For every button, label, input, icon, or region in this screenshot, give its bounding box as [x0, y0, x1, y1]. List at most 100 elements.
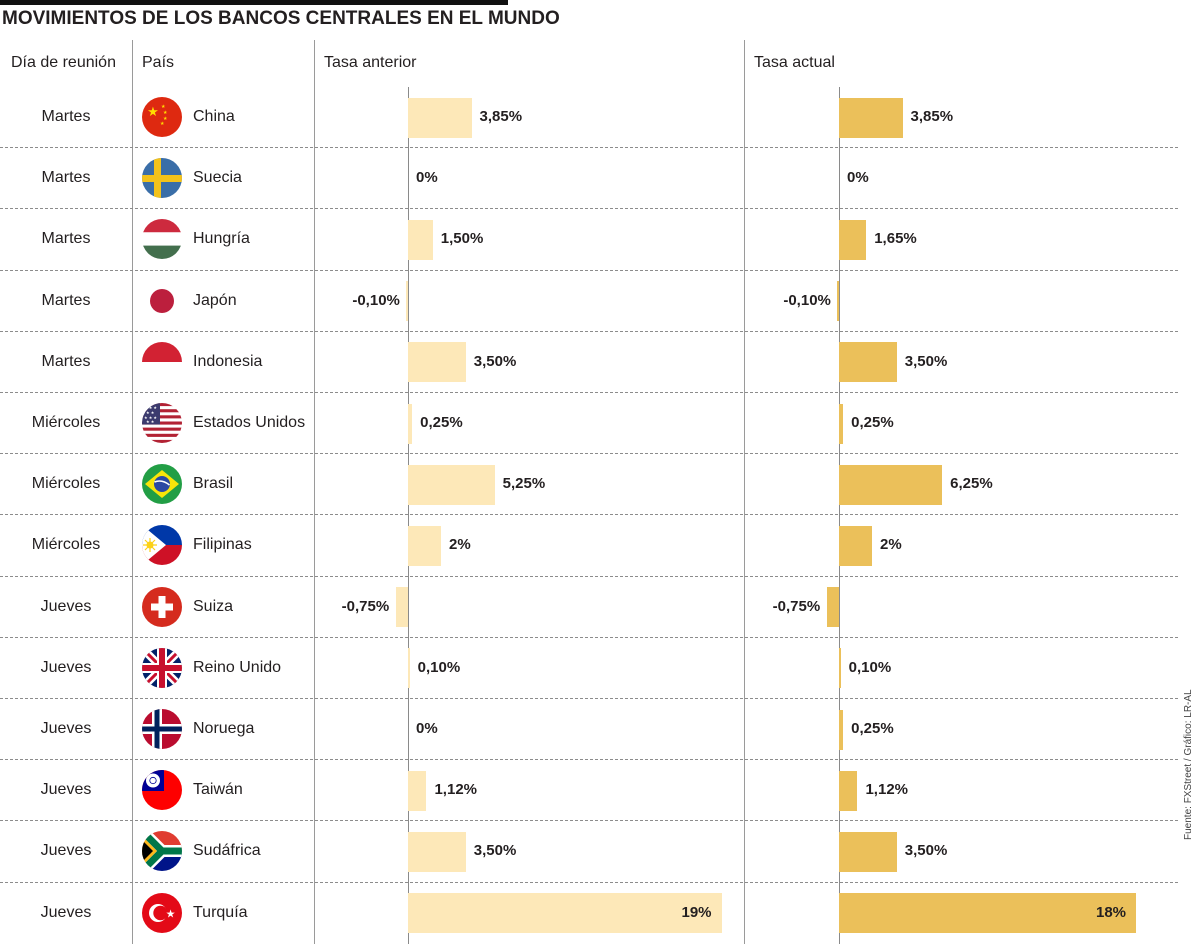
- japan-flag-icon: [142, 280, 182, 321]
- row-separator: [0, 697, 1178, 699]
- philippines-flag-icon: [142, 525, 182, 566]
- curr-rate-label-reino-unido: 0,10%: [848, 658, 892, 676]
- taiwan-flag-icon: [142, 770, 182, 811]
- prev-rate-label-estados-unidos: 0,25%: [420, 414, 463, 431]
- meeting-day: Jueves: [40, 597, 92, 615]
- country-name: China: [193, 108, 235, 125]
- meeting-day: Jueves: [40, 720, 92, 737]
- meeting-day: Miércoles: [31, 475, 101, 493]
- prev-rate-label-hungria: 1,50%: [440, 230, 484, 248]
- country-name: Indonesia: [193, 352, 263, 370]
- rate-row-estados-unidos: Miércoles ★ ★ ★ ★ ★ ★ ★ ★ ★ ★ Estados Unidos 0…: [0, 393, 1178, 455]
- curr-rate-bar-brasil: [839, 464, 943, 505]
- country-name: Estados Unidos: [193, 414, 306, 431]
- meeting-day: Jueves: [40, 842, 92, 860]
- prev-rate-label-suecia: 0%: [416, 169, 438, 187]
- curr-rate-bar-noruega: [839, 709, 844, 750]
- country-name: Sudáfrica: [193, 842, 261, 860]
- brazil-flag-icon: [142, 464, 182, 505]
- column-divider-rates: [744, 40, 745, 944]
- row-separator: [0, 575, 1178, 577]
- meeting-day: Martes: [41, 352, 91, 370]
- header-curr-rate: Tasa actual: [754, 54, 835, 71]
- curr-rate-label-sudafrica: 3,50%: [904, 842, 948, 860]
- row-separator: [0, 391, 1178, 393]
- curr-rate-label-estados-unidos: 0,25%: [851, 414, 894, 431]
- meeting-day: Martes: [41, 230, 91, 248]
- prev-rate-bar-hungria: [408, 219, 433, 260]
- curr-rate-bar-suiza: [826, 587, 839, 628]
- chart-title: MOVIMIENTOS DE LOS BANCOS CENTRALES EN E…: [2, 8, 560, 29]
- rate-row-japon: Martes Japón -0,10% -0,10%: [0, 270, 1178, 332]
- curr-rate-bar-turquia: [839, 893, 1136, 934]
- title-rule: [0, 0, 508, 5]
- row-separator: [0, 881, 1178, 883]
- prev-rate-label-china: 3,85%: [479, 108, 523, 125]
- rate-row-indonesia: Martes Indonesia 3,50% 3,50%: [0, 331, 1178, 393]
- column-divider-day: [132, 40, 133, 944]
- country-name: Suecia: [193, 169, 242, 187]
- svg-text:★ ★: ★ ★: [146, 410, 155, 415]
- prev-rate-bar-china: [408, 97, 472, 138]
- country-name: Filipinas: [193, 536, 252, 554]
- rate-row-suecia: Martes Suecia 0% 0%: [0, 148, 1178, 210]
- curr-rate-bar-china: [839, 97, 903, 138]
- indonesia-flag-icon: [142, 341, 182, 382]
- country-name: Suiza: [193, 597, 234, 615]
- curr-rate-label-noruega: 0,25%: [851, 720, 894, 737]
- rate-row-turquia: Jueves ★ Turquía 19% 18%: [0, 882, 1178, 944]
- rate-row-suiza: Jueves Suiza -0,75% -0,75%: [0, 576, 1178, 638]
- rate-row-filipinas: Miércoles Filipinas 2% 2%: [0, 515, 1178, 577]
- curr-rate-label-japon: -0,10%: [783, 291, 831, 309]
- prev-rate-bar-estados-unidos: [408, 403, 413, 444]
- country-name: Taiwán: [193, 781, 243, 799]
- curr-zero-axis: [839, 576, 840, 638]
- hungary-flag-icon: [142, 219, 182, 260]
- prev-rate-label-taiwan: 1,12%: [434, 781, 478, 799]
- row-separator: [0, 453, 1178, 455]
- curr-rate-bar-hungria: [839, 219, 867, 260]
- country-name: Brasil: [193, 475, 234, 493]
- column-divider-country: [314, 40, 315, 944]
- curr-rate-bar-sudafrica: [839, 831, 897, 872]
- header-prev-rate: Tasa anterior: [324, 54, 417, 71]
- rate-row-brasil: Miércoles Brasil 5,25% 6,25%: [0, 454, 1178, 516]
- prev-zero-axis: [408, 148, 409, 210]
- svg-text:★ ★ ★: ★ ★ ★: [144, 405, 157, 410]
- prev-rate-label-indonesia: 3,50%: [473, 352, 517, 370]
- svg-text:★: ★: [147, 104, 159, 119]
- prev-rate-label-suiza: -0,75%: [341, 597, 390, 615]
- svg-text:★: ★: [160, 121, 165, 127]
- curr-rate-label-brasil: 6,25%: [950, 475, 993, 493]
- curr-rate-label-indonesia: 3,50%: [904, 352, 948, 370]
- row-separator: [0, 820, 1178, 822]
- prev-rate-label-turquia: 19%: [681, 903, 712, 921]
- meeting-day: Miércoles: [31, 536, 101, 554]
- south-africa-flag-icon: [142, 831, 182, 872]
- meeting-day: Martes: [41, 108, 91, 125]
- country-name: Noruega: [193, 720, 255, 737]
- rate-row-china: Martes ★ ★ ★ ★ ★ China 3,85% 3,85%: [0, 87, 1178, 149]
- prev-rate-label-filipinas: 2%: [449, 536, 471, 554]
- curr-rate-bar-taiwan: [839, 770, 858, 811]
- prev-rate-bar-filipinas: [408, 525, 441, 566]
- svg-text:★: ★: [166, 908, 176, 920]
- switzerland-flag-icon: [142, 586, 182, 627]
- usa-flag-icon: ★ ★ ★★ ★★ ★ ★★ ★: [142, 403, 182, 443]
- curr-rate-bar-estados-unidos: [839, 403, 844, 444]
- country-name: Hungría: [193, 230, 250, 248]
- prev-zero-axis: [408, 699, 409, 761]
- curr-rate-label-turquia: 18%: [1096, 903, 1127, 921]
- rate-row-taiwan: Jueves Taiwán 1,12% 1,12%: [0, 760, 1178, 822]
- prev-rate-label-noruega: 0%: [416, 720, 438, 737]
- prev-rate-bar-brasil: [408, 464, 495, 505]
- curr-rate-bar-filipinas: [839, 525, 872, 566]
- prev-zero-axis: [408, 576, 409, 638]
- rate-row-reino-unido: Jueves Reino Unido 0,10% 0,10%: [0, 637, 1178, 699]
- svg-text:★ ★ ★: ★ ★ ★: [144, 415, 157, 420]
- prev-rate-bar-indonesia: [408, 342, 466, 383]
- prev-rate-label-japon: -0,10%: [352, 291, 400, 309]
- meeting-day: Martes: [41, 169, 91, 187]
- row-separator: [0, 208, 1178, 210]
- sweden-flag-icon: [142, 158, 182, 199]
